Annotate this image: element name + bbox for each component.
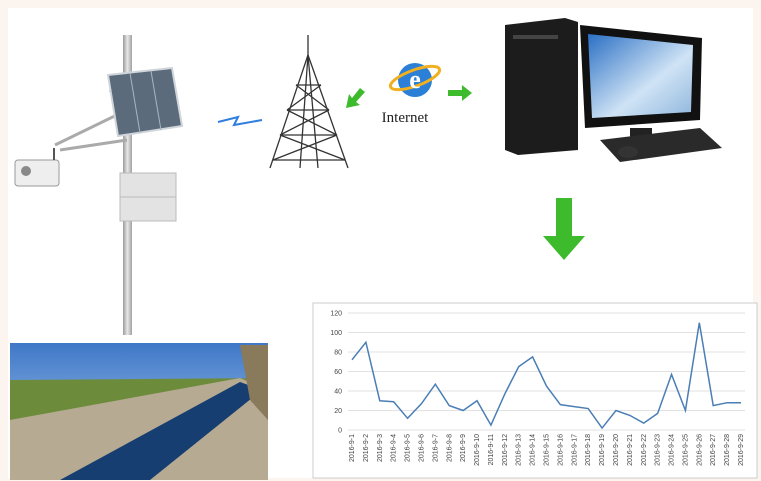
x-tick-label: 2016-9-25 xyxy=(682,434,689,466)
x-tick-label: 2016-9-2 xyxy=(363,434,370,462)
x-tick-label: 2016-9-8 xyxy=(446,434,453,462)
svg-text:e: e xyxy=(409,65,421,94)
x-tick-label: 2016-9-5 xyxy=(405,434,412,462)
x-tick-label: 2016-9-14 xyxy=(530,434,537,466)
x-tick-label: 2016-9-13 xyxy=(516,434,523,466)
x-tick-label: 2016-9-29 xyxy=(738,434,745,466)
computer xyxy=(505,18,722,162)
x-tick-label: 2016-9-1 xyxy=(349,434,356,462)
x-tick-label: 2016-9-7 xyxy=(432,434,439,462)
x-tick-label: 2016-9-10 xyxy=(474,434,481,466)
x-tick-label: 2016-9-4 xyxy=(391,434,398,462)
x-tick-label: 2016-9-3 xyxy=(377,434,384,462)
y-tick-label: 80 xyxy=(334,350,342,357)
x-tick-label: 2016-9-9 xyxy=(460,434,467,462)
y-tick-label: 120 xyxy=(330,311,342,318)
x-tick-label: 2016-9-20 xyxy=(613,434,620,466)
x-tick-label: 2016-9-26 xyxy=(696,434,703,466)
x-tick-label: 2016-9-17 xyxy=(571,434,578,466)
scene: e Internet 0 20 40 60 80 100 120 2016-9-1 2016-9… xyxy=(0,0,761,481)
x-tick-label: 2016-9-15 xyxy=(544,434,551,466)
x-tick-label: 2016-9-12 xyxy=(502,434,509,466)
y-tick-label: 20 xyxy=(334,408,342,415)
x-tick-label: 2016-9-16 xyxy=(557,434,564,466)
x-tick-label: 2016-9-18 xyxy=(585,434,592,466)
x-tick-label: 2016-9-27 xyxy=(710,434,717,466)
x-tick-label: 2016-9-11 xyxy=(488,434,495,466)
y-tick-label: 100 xyxy=(330,330,342,337)
x-tick-label: 2016-9-24 xyxy=(669,434,676,466)
internet-label: Internet xyxy=(382,110,429,126)
x-tick-label: 2016-9-19 xyxy=(599,434,606,466)
x-tick-label: 2016-9-21 xyxy=(627,434,634,466)
canal-photo xyxy=(10,343,268,480)
y-tick-label: 40 xyxy=(334,389,342,396)
y-tick-label: 0 xyxy=(338,428,342,435)
x-tick-label: 2016-9-23 xyxy=(655,434,662,466)
x-tick-label: 2016-9-22 xyxy=(641,434,648,466)
y-tick-label: 60 xyxy=(334,369,342,376)
x-tick-label: 2016-9-28 xyxy=(724,434,731,466)
x-tick-label: 2016-9-6 xyxy=(418,434,425,462)
